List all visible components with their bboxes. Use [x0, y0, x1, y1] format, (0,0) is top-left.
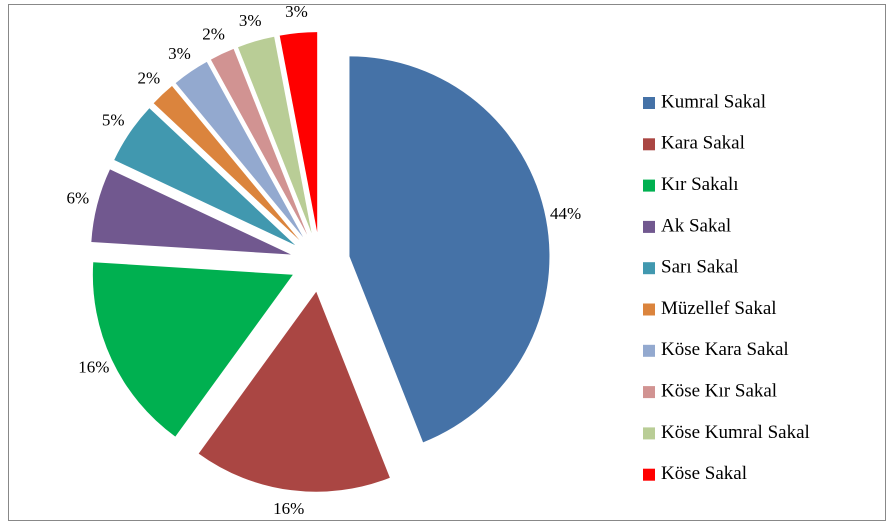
legend-label: Ak Sakal — [661, 215, 731, 236]
legend-label: Müzellef Sakal — [661, 298, 777, 319]
pie-slice — [91, 169, 291, 255]
legend-swatch — [643, 427, 655, 440]
legend-swatch — [643, 468, 655, 481]
data-label: 16% — [78, 357, 109, 376]
legend-label: Köse Kumral Sakal — [661, 422, 810, 443]
legend-label: Sarı Sakal — [661, 257, 739, 278]
pie-slice — [210, 48, 308, 235]
data-label: 2% — [138, 69, 161, 88]
data-label: 3% — [285, 2, 308, 21]
legend-swatch — [643, 262, 655, 275]
legend-label: Kır Sakalı — [661, 174, 739, 195]
pie-slice — [175, 61, 304, 238]
legend-swatch — [643, 386, 655, 399]
pie-slice — [92, 262, 293, 437]
legend-swatch — [643, 220, 655, 233]
pie-slice — [279, 32, 318, 233]
legend-swatch — [643, 179, 655, 192]
pie-slice — [153, 86, 300, 241]
data-label: 5% — [102, 110, 125, 129]
legend-swatch — [643, 344, 655, 357]
legend-label: Köse Kır Sakal — [661, 380, 777, 401]
legend-label: Kumral Sakal — [661, 91, 766, 112]
pie-slice — [198, 291, 390, 492]
legend-swatch — [643, 97, 655, 109]
data-label: 6% — [67, 189, 90, 208]
legend-swatch — [643, 303, 655, 316]
pie-slice — [238, 36, 312, 234]
legend-label: Köse Kara Sakal — [661, 339, 789, 360]
data-label: 3% — [239, 11, 262, 30]
legend-label: Kara Sakal — [661, 133, 745, 154]
pie-slice — [114, 108, 296, 246]
data-label: 16% — [273, 499, 304, 518]
legend-swatch — [643, 138, 655, 151]
data-label: 44% — [550, 204, 581, 223]
legend-label: Köse Sakal — [661, 463, 747, 484]
pie-slice — [349, 56, 550, 443]
data-label: 2% — [202, 25, 225, 44]
data-label: 3% — [168, 44, 191, 63]
